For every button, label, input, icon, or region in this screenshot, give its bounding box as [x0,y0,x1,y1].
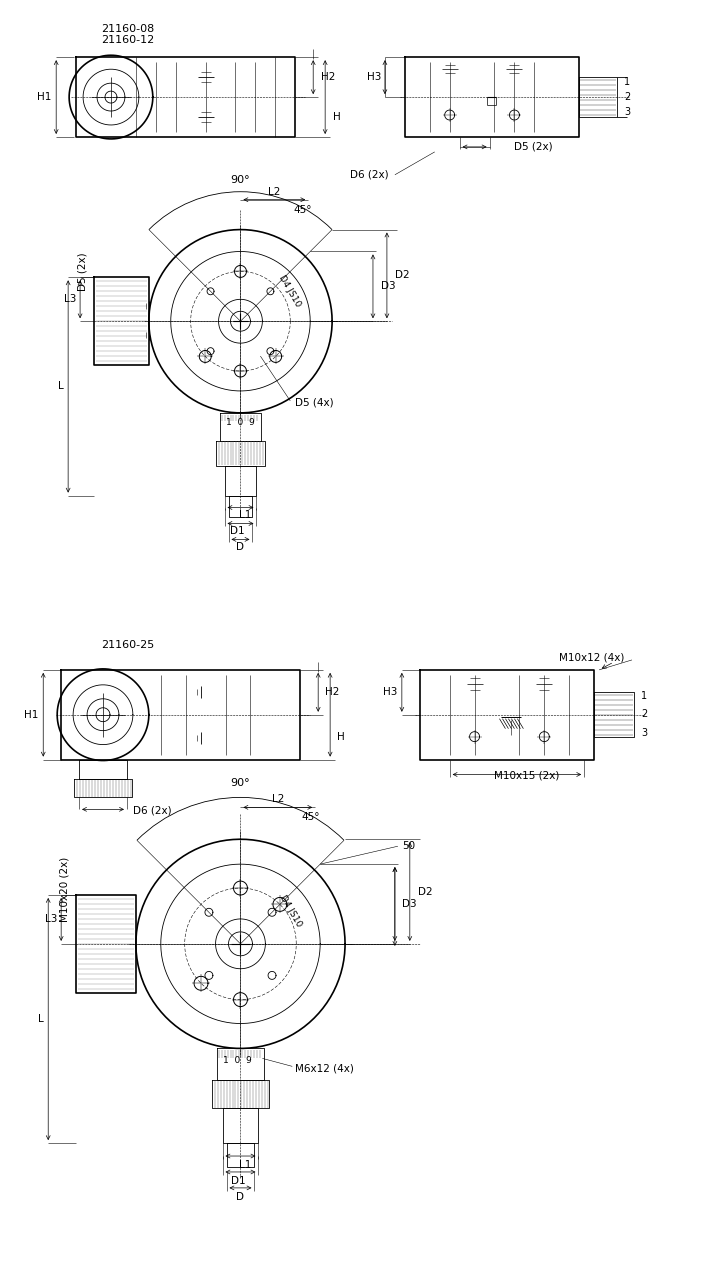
Text: M10x15 (2x): M10x15 (2x) [494,770,559,780]
Text: H1: H1 [24,710,39,720]
Text: L: L [58,380,64,391]
Text: 90°: 90° [230,174,250,184]
Text: H3: H3 [384,687,398,697]
Text: D3: D3 [381,282,395,291]
Text: M6x12 (4x): M6x12 (4x) [295,1063,354,1073]
Text: D5 (2x): D5 (2x) [77,252,87,291]
Text: 2: 2 [624,92,630,102]
Text: D2: D2 [395,270,409,281]
Text: 1: 1 [624,77,630,87]
Text: 21160-12: 21160-12 [101,36,154,45]
Text: 45°: 45° [293,205,311,215]
Text: D6 (2x): D6 (2x) [350,170,389,179]
Text: H2: H2 [321,72,336,82]
Text: D: D [236,1191,244,1202]
Text: 1  0  9: 1 0 9 [222,1056,252,1065]
Text: L: L [39,1013,44,1024]
Text: L1: L1 [239,511,252,520]
Text: D5 (4x): D5 (4x) [295,398,334,407]
Text: D1: D1 [231,1176,246,1186]
Text: H2: H2 [325,687,340,697]
Text: D2: D2 [418,886,433,897]
Text: D6 (2x): D6 (2x) [133,806,172,815]
Text: H: H [337,731,345,742]
Text: D: D [236,542,244,552]
Text: 21160-25: 21160-25 [101,640,154,649]
Text: H3: H3 [366,72,381,82]
Text: M10x12 (4x): M10x12 (4x) [558,653,624,664]
Text: 90°: 90° [230,779,250,788]
Text: D1: D1 [230,526,245,537]
Text: M10x20 (2x): M10x20 (2x) [59,857,69,921]
Text: D4 JS10: D4 JS10 [277,274,302,309]
Text: L1: L1 [239,1161,252,1170]
Text: 3: 3 [624,108,630,117]
Text: D4 JS10: D4 JS10 [278,893,304,929]
Text: H: H [333,111,341,122]
Text: 1  0  9: 1 0 9 [225,419,254,428]
Text: L3: L3 [64,295,76,305]
Text: D3: D3 [402,899,417,910]
Text: 45°: 45° [301,812,319,822]
Text: 2: 2 [640,708,647,719]
Text: H1: H1 [37,92,51,102]
Text: L3: L3 [45,913,57,924]
Text: L2: L2 [268,187,281,197]
Text: 1: 1 [641,690,647,701]
Text: L2: L2 [272,794,284,804]
Text: D5 (2x): D5 (2x) [515,142,553,152]
Text: 50: 50 [402,842,415,851]
Text: 21160-08: 21160-08 [101,24,154,35]
Text: 3: 3 [641,728,647,738]
